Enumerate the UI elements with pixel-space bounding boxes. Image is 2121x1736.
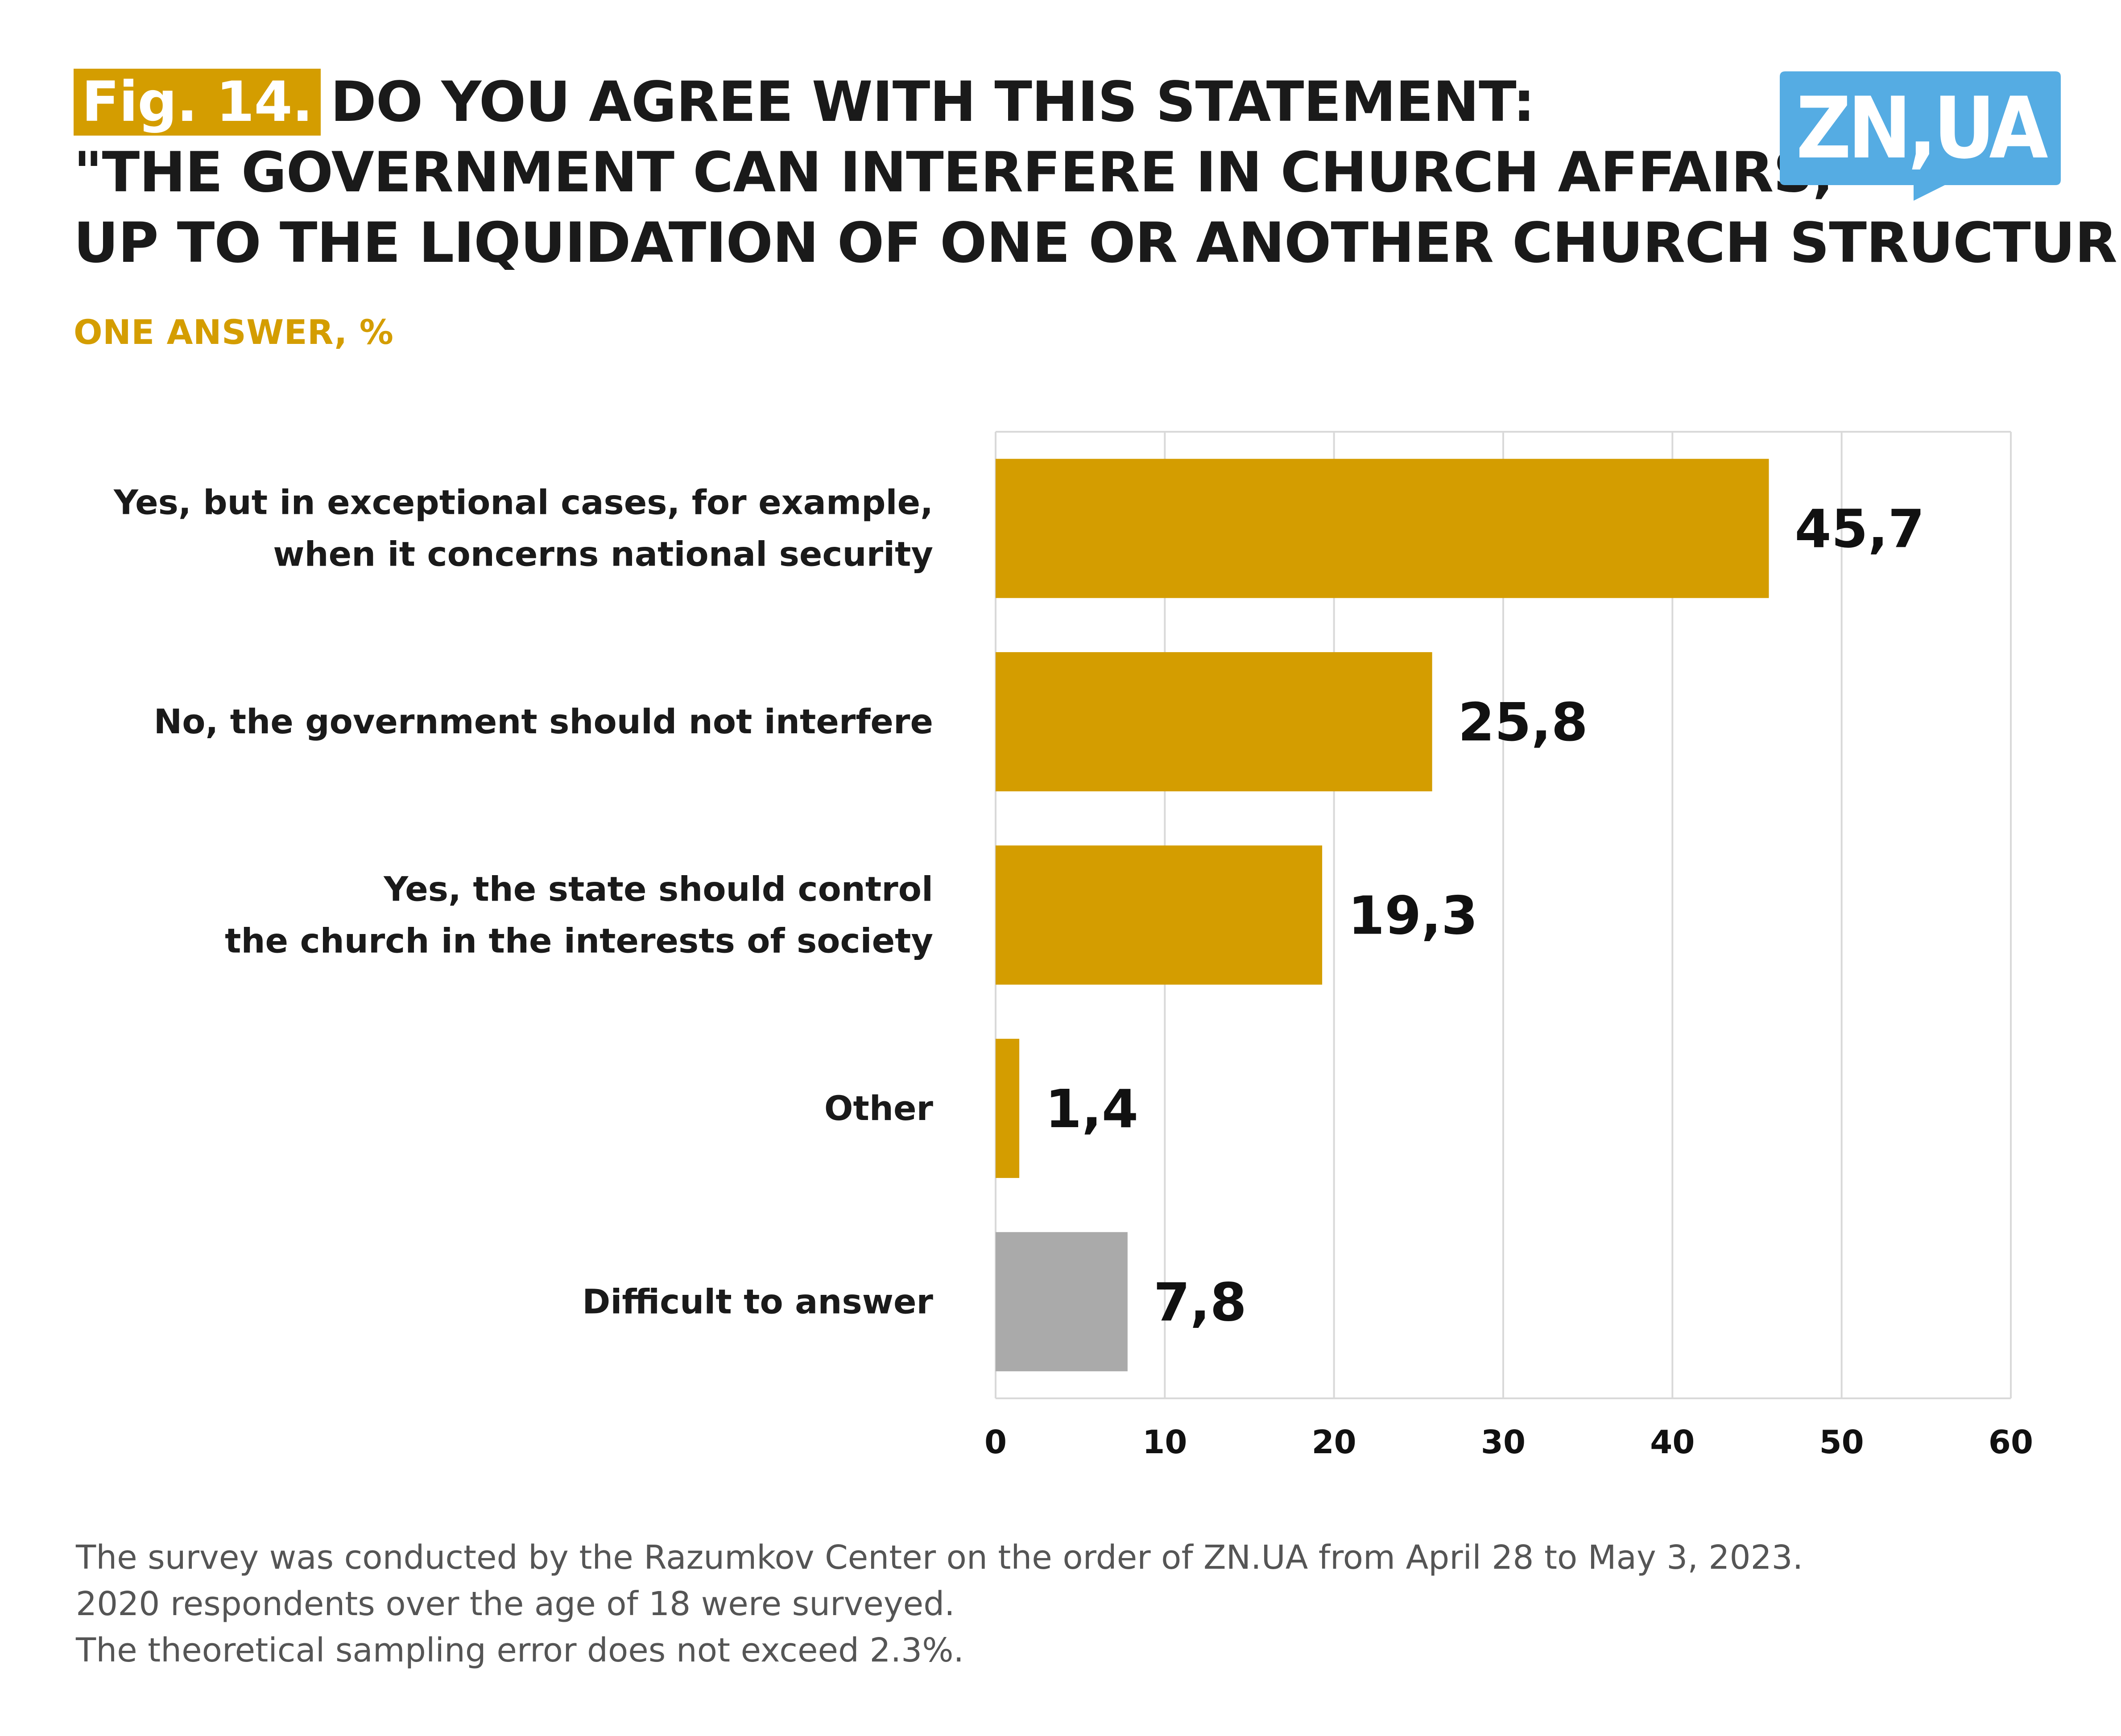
x-tick-label: 50 [1819,1423,1864,1461]
category-label: Difficult to answer [582,1281,933,1321]
chart-subtitle: ONE ANSWER, % [74,312,394,352]
chart-header: Fig. 14. DO YOU AGREE WITH THIS STATEMENT… [74,67,2121,278]
x-tick-label: 40 [1650,1423,1695,1461]
x-tick-label: 0 [984,1423,1007,1461]
zn-ua-logo: ZN,UA [1780,71,2061,201]
title-text-1: DO YOU AGREE WITH THIS STATEMENT: [330,70,1535,134]
title-line-3: UP TO THE LIQUIDATION OF ONE OR ANOTHER … [74,211,2121,275]
category-label-line: Yes, but in exceptional cases, for examp… [113,483,933,522]
title-line-2: "THE GOVERNMENT CAN INTERFERE IN CHURCH … [74,141,1834,205]
category-label-line: when it concerns national security [273,534,933,574]
logo-text: ZN,UA [1796,79,2048,178]
title-line-1: Fig. 14. DO YOU AGREE WITH THIS STATEMENT… [74,67,2081,137]
category-label: Yes, but in exceptional cases, for examp… [113,483,933,574]
data-label: 19,3 [1348,885,1478,947]
footnote-line-1: The survey was conducted by the Razumkov… [76,1538,1803,1577]
chart-labels: 0 10 20 30 40 50 60 45,7 Yes, but in exceptional… [113,483,2033,1461]
data-label: 1,4 [1045,1078,1138,1140]
x-tick-label: 10 [1142,1423,1187,1461]
footnote-line-2: 2020 respondents over the age of 18 were… [76,1585,955,1623]
category-label: Other [824,1088,934,1128]
bar [996,845,1323,985]
bar-chart: 0 10 20 30 40 50 60 45,7 Yes, but in exceptional… [113,431,2033,1461]
category-label-line: Yes, the state should control [383,869,933,909]
category-label: Yes, the state should control the church … [225,869,933,961]
data-label: 7,8 [1154,1271,1247,1333]
bar [996,459,1769,598]
data-label: 25,8 [1458,691,1588,753]
footnote-line-3: The theoretical sampling error does not … [76,1631,964,1670]
category-label-line: the church in the interests of society [225,921,933,961]
data-label: 45,7 [1795,498,1925,560]
x-tick-label: 60 [1989,1423,2033,1461]
figure-number-badge: Fig. 14. [74,69,321,136]
category-label: No, the government should not interfere [154,702,933,741]
bar [996,1038,1020,1178]
bar [996,1232,1128,1372]
logo-speech-bubble-icon [1780,71,2061,201]
x-tick-label: 20 [1312,1423,1356,1461]
footnote: The survey was conducted by the Razumkov… [76,1534,1803,1674]
category-label-line: Difficult to answer [582,1281,933,1321]
category-label-line: No, the government should not interfere [154,702,933,741]
category-label-line: Other [824,1088,934,1128]
bar [996,652,1432,792]
x-tick-label: 30 [1481,1423,1526,1461]
chart-bars [996,459,1769,1372]
